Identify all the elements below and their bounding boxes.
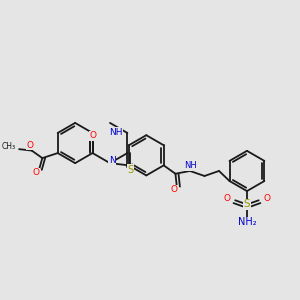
Text: S: S <box>127 165 133 175</box>
Text: CH₃: CH₃ <box>2 142 16 152</box>
Text: NH₂: NH₂ <box>238 217 256 227</box>
Text: N: N <box>109 156 116 165</box>
Text: O: O <box>264 194 271 203</box>
Text: O: O <box>170 185 178 194</box>
Text: NH: NH <box>184 161 197 170</box>
Text: O: O <box>27 141 34 150</box>
Text: O: O <box>32 168 39 177</box>
Text: S: S <box>244 200 250 209</box>
Text: O: O <box>89 131 96 140</box>
Text: O: O <box>223 194 230 203</box>
Text: NH: NH <box>109 128 122 136</box>
